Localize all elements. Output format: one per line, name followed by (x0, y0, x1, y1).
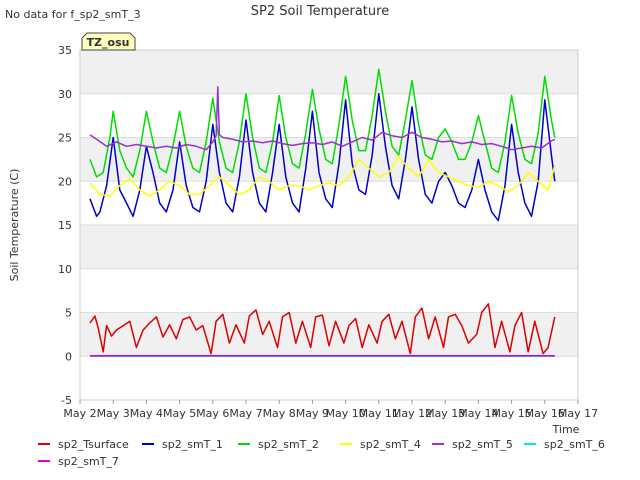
x-tick-label: May 5 (163, 407, 196, 420)
legend-label: sp2_smT_2 (258, 438, 319, 451)
x-tick-label: May 8 (263, 407, 296, 420)
y-tick-label: 25 (58, 132, 72, 145)
y-tick-label: 0 (65, 350, 72, 363)
x-tick-label: May 6 (196, 407, 229, 420)
site-badge-box (81, 32, 136, 51)
legend-label: sp2_smT_5 (452, 438, 513, 451)
legend-label: sp2_smT_6 (544, 438, 605, 451)
series-line-sp2_Tsurface (89, 303, 556, 355)
site-badge-label: TZ_osu (87, 36, 130, 49)
plot-area-frame (79, 49, 579, 401)
no-data-note: No data for f_sp2_smT_3 (5, 8, 141, 21)
y-tick-label: 20 (58, 175, 72, 188)
site-badge: TZ_osu (81, 32, 136, 51)
legend-label: sp2_smT_7 (58, 455, 119, 468)
y-tick-label: 10 (58, 263, 72, 276)
plot-band (80, 312, 578, 357)
plot-band (80, 225, 578, 269)
y-axis-label: Soil Temperature (C) (8, 169, 21, 282)
legend-label: sp2_smT_1 (162, 438, 223, 451)
x-tick-label: May 10 (325, 407, 365, 420)
x-tick-label: May 11 (359, 407, 399, 420)
chart-title: SP2 Soil Temperature (251, 4, 389, 19)
y-tick-label: -5 (61, 394, 72, 407)
x-axis-label: Time (552, 423, 580, 436)
series-line-sp2_smT_4 (89, 155, 556, 197)
x-tick-label: May 7 (229, 407, 262, 420)
legend-label: sp2_smT_4 (360, 438, 421, 451)
x-tick-label: May 9 (296, 407, 329, 420)
x-tick-label: May 17 (558, 407, 598, 420)
x-axis-ticks: May 2 May 3 May 4 May 5 May 6 May 7 May 8 May 9… (63, 400, 598, 420)
x-tick-label: May 3 (97, 407, 130, 420)
y-tick-label: 15 (58, 219, 72, 232)
y-tick-label: 35 (58, 44, 72, 57)
legend: sp2_Tsurface sp2_smT_1 sp2_smT_2 sp2_smT_4 s… (38, 438, 605, 468)
x-tick-label: May 12 (392, 407, 432, 420)
y-tick-label: 5 (65, 307, 72, 320)
x-tick-label: May 2 (63, 407, 96, 420)
x-tick-label: May 14 (458, 407, 498, 420)
y-tick-label: 30 (58, 88, 72, 101)
y-axis-ticks: -5 0 5 10 15 20 25 30 35 (58, 44, 72, 407)
legend-label: sp2_Tsurface (58, 438, 129, 451)
series-lines (89, 68, 556, 358)
plot-band (80, 137, 578, 182)
series-line-sp2_smT_1 (89, 93, 556, 222)
x-tick-label: May 4 (130, 407, 163, 420)
x-tick-label: May 13 (425, 407, 465, 420)
plot-band (80, 50, 578, 94)
series-line-sp2_smT_5 (89, 86, 556, 151)
x-tick-label: May 16 (525, 407, 565, 420)
x-tick-label: May 15 (491, 407, 531, 420)
